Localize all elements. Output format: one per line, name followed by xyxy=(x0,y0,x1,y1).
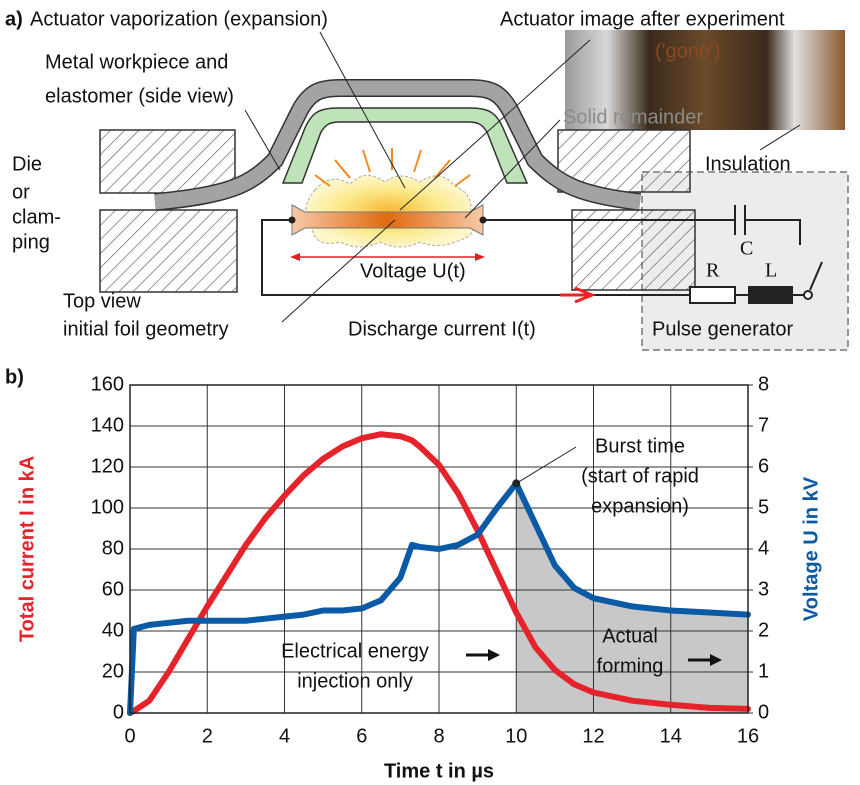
label: L xyxy=(765,260,777,282)
label: Voltage U(t) xyxy=(360,260,466,282)
die xyxy=(99,129,236,194)
y-tick-label: 80 xyxy=(102,537,124,559)
y-tick-label: 120 xyxy=(91,455,124,477)
y2-tick-label: 4 xyxy=(758,537,769,559)
arrowhead xyxy=(290,253,300,261)
y2-tick-label: 7 xyxy=(758,414,769,436)
current-arrow xyxy=(574,286,596,304)
annotation: injection only xyxy=(297,670,413,692)
expansion-arrows xyxy=(314,148,471,187)
label: C xyxy=(740,238,753,260)
y2-tick-label: 5 xyxy=(758,496,769,518)
arrowhead xyxy=(710,654,722,666)
label: elastomer (side view) xyxy=(45,85,234,107)
series-line xyxy=(127,480,751,716)
label: Actuator vaporization (expansion) xyxy=(30,8,328,30)
y-axis-label: Total current I in kA xyxy=(16,456,38,642)
foil xyxy=(291,204,484,236)
label: ('gone') xyxy=(655,40,720,62)
panel-label: a) xyxy=(5,8,23,30)
leaders xyxy=(244,31,801,323)
y2-tick-label: 0 xyxy=(758,701,769,723)
die xyxy=(99,209,238,293)
die xyxy=(557,129,691,193)
inductor xyxy=(748,286,793,304)
annotation: Electrical energy xyxy=(281,640,429,662)
label: R xyxy=(706,260,720,282)
y2-tick-label: 6 xyxy=(758,455,769,477)
label: Solid remainder xyxy=(563,106,703,128)
y-tick-label: 40 xyxy=(102,619,124,641)
x-tick-label: 4 xyxy=(279,725,290,747)
y-tick-label: 0 xyxy=(113,701,124,723)
label: Metal workpiece and xyxy=(45,51,228,73)
label: Die xyxy=(12,153,42,175)
elastomer xyxy=(281,107,529,184)
y2-tick-label: 2 xyxy=(758,619,769,641)
label: Discharge current I(t) xyxy=(348,318,536,340)
annotation: Burst time xyxy=(595,435,685,457)
circuit xyxy=(261,205,823,296)
photo xyxy=(565,30,845,130)
annotation: forming xyxy=(597,655,664,677)
annotation: (start of rapid xyxy=(581,465,699,487)
label: Insulation xyxy=(705,153,791,175)
y-tick-label: 20 xyxy=(102,660,124,682)
x-tick-label: 0 xyxy=(124,725,135,747)
node xyxy=(288,216,296,224)
arrowhead xyxy=(475,253,485,261)
switch xyxy=(803,290,813,300)
node xyxy=(479,216,487,224)
y2-tick-label: 8 xyxy=(758,373,769,395)
x-tick-label: 16 xyxy=(737,725,759,747)
die xyxy=(571,209,696,291)
y-tick-label: 100 xyxy=(91,496,124,518)
series-line xyxy=(127,431,751,716)
label: or xyxy=(12,181,30,203)
workpiece xyxy=(154,80,641,210)
y-tick-label: 140 xyxy=(91,414,124,436)
x-tick-label: 8 xyxy=(433,725,444,747)
plot-frame xyxy=(129,384,749,714)
annotation: Actual xyxy=(602,625,658,647)
y2-axis-label: Voltage U in kV xyxy=(800,476,822,621)
label: initial foil geometry xyxy=(63,318,229,340)
panel-a: a) Actuator vaporization (expansion) Act… xyxy=(5,8,849,351)
y2-tick-label: 3 xyxy=(758,578,769,600)
x-tick-label: 14 xyxy=(660,725,682,747)
vapor-cloud xyxy=(305,175,474,248)
x-axis-label: Time t in µs xyxy=(384,760,494,782)
x-tick-label: 10 xyxy=(505,725,527,747)
x-tick-label: 2 xyxy=(202,725,213,747)
y2-tick-label: 1 xyxy=(758,660,769,682)
forming-region xyxy=(516,483,748,713)
leader xyxy=(515,446,577,484)
label: Actuator image after experiment xyxy=(500,8,785,30)
x-tick-label: 12 xyxy=(582,725,604,747)
y-tick-label: 60 xyxy=(102,578,124,600)
resistor xyxy=(689,286,736,304)
label: clam- xyxy=(12,206,61,228)
annotation: expansion) xyxy=(591,495,689,517)
arrowhead xyxy=(488,649,500,661)
panel-label: b) xyxy=(5,366,24,388)
label: Top view xyxy=(63,290,141,312)
x-tick-label: 6 xyxy=(356,725,367,747)
burst-dot xyxy=(512,479,521,488)
label: Pulse generator xyxy=(652,318,794,340)
y-tick-label: 160 xyxy=(91,373,124,395)
label: ping xyxy=(12,231,50,253)
